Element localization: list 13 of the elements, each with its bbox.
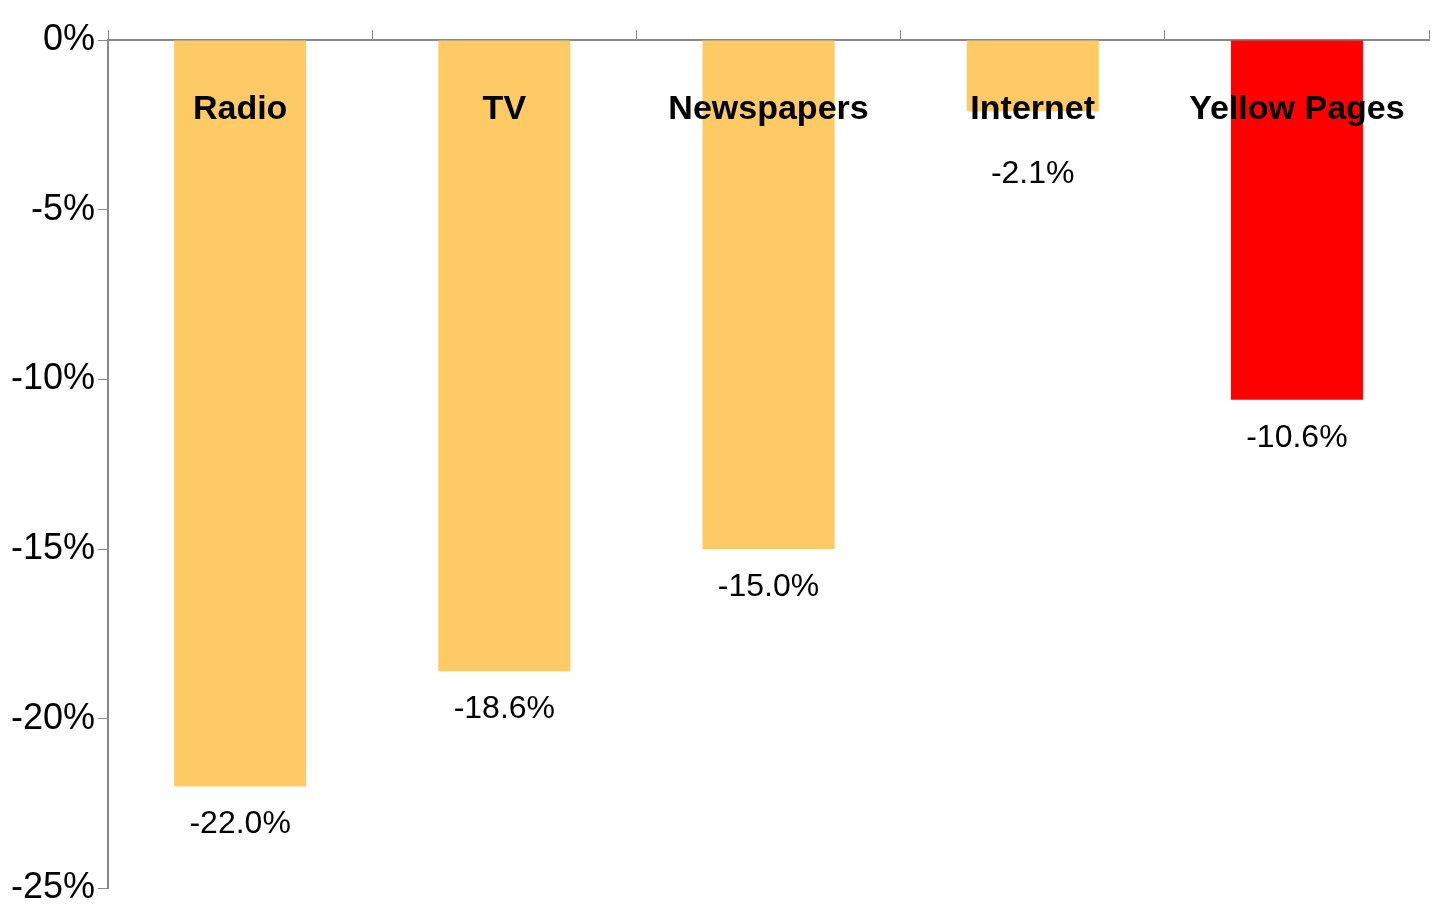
y-tick-label: 0% — [43, 16, 96, 58]
y-tick-label: -15% — [10, 525, 96, 567]
x-tick-label: Radio — [192, 88, 288, 127]
y-tick-label: -25% — [10, 865, 96, 907]
x-tick-label: TV — [482, 88, 527, 127]
y-tick-label: -5% — [31, 186, 96, 228]
data-label: -10.6% — [1246, 417, 1348, 454]
y-tick-label: -20% — [10, 695, 96, 737]
data-label: -22.0% — [189, 804, 291, 841]
y-tick-label: -10% — [10, 356, 96, 398]
data-label: -2.1% — [990, 153, 1075, 190]
data-label: -15.0% — [717, 566, 820, 603]
data-label: -18.6% — [453, 689, 556, 726]
